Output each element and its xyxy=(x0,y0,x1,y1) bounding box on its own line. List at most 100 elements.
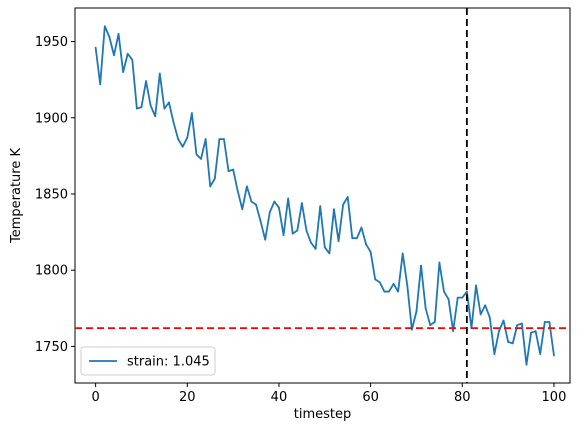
y-tick-label: 1950 xyxy=(35,35,68,50)
y-axis-ticks: 1750 1800 1850 1900 1950 xyxy=(35,35,75,355)
data-point xyxy=(103,25,106,28)
x-tick-label: 60 xyxy=(362,390,379,405)
data-point xyxy=(346,196,349,198)
data-point xyxy=(539,353,542,355)
data-point xyxy=(227,170,230,173)
data-point xyxy=(200,158,202,160)
data-point xyxy=(117,33,120,35)
data-point xyxy=(99,83,102,86)
data-point xyxy=(548,321,551,323)
axes-frame xyxy=(74,7,571,384)
data-point xyxy=(525,363,528,366)
data-point xyxy=(424,307,427,310)
data-point xyxy=(213,177,216,180)
data-point xyxy=(534,330,537,333)
data-point xyxy=(342,203,345,206)
data-point xyxy=(177,138,180,141)
data-point xyxy=(401,252,404,255)
data-point xyxy=(365,243,367,246)
data-point xyxy=(511,342,514,345)
y-tick-label: 1750 xyxy=(35,340,68,355)
x-tick-label: 20 xyxy=(179,390,196,405)
data-point xyxy=(351,237,354,240)
data-point xyxy=(172,121,175,124)
data-point xyxy=(383,290,386,293)
data-point xyxy=(158,72,161,75)
data-point xyxy=(516,324,519,326)
x-tick-label: 40 xyxy=(271,390,288,405)
y-tick-label: 1800 xyxy=(35,264,68,279)
legend-label: strain: 1.045 xyxy=(127,355,210,370)
plot-area xyxy=(75,8,570,383)
data-point xyxy=(488,316,491,319)
data-point xyxy=(209,185,212,188)
data-point xyxy=(337,240,340,243)
data-point xyxy=(479,313,482,316)
data-point xyxy=(484,304,487,307)
data-point xyxy=(355,237,358,240)
data-point xyxy=(255,203,257,206)
data-point xyxy=(452,330,455,333)
x-tick-label: 100 xyxy=(542,390,567,405)
data-point xyxy=(438,261,441,264)
data-point xyxy=(264,238,267,241)
legend: strain: 1.045 xyxy=(80,346,216,376)
data-point xyxy=(507,340,510,343)
data-point xyxy=(378,281,381,284)
data-point xyxy=(461,296,464,299)
data-point xyxy=(420,264,422,267)
data-point xyxy=(300,202,303,205)
data-point xyxy=(388,290,390,293)
x-axis-label: timestep xyxy=(294,407,352,422)
data-point xyxy=(236,190,239,192)
data-point xyxy=(204,138,207,141)
data-point xyxy=(259,220,262,223)
x-tick-label: 0 xyxy=(91,390,99,405)
data-point xyxy=(456,296,459,299)
data-point xyxy=(122,71,125,73)
data-point xyxy=(520,322,523,325)
data-point xyxy=(493,353,496,355)
data-point xyxy=(149,104,152,107)
data-point xyxy=(465,290,468,293)
data-point xyxy=(374,278,377,281)
data-point xyxy=(319,205,322,208)
data-point xyxy=(250,200,253,203)
data-point xyxy=(218,138,221,141)
data-point xyxy=(108,36,111,38)
data-point xyxy=(181,145,184,148)
data-point xyxy=(530,331,532,334)
data-point xyxy=(268,211,271,214)
data-point xyxy=(223,138,225,141)
data-point xyxy=(126,52,129,55)
reference-lines xyxy=(75,8,570,383)
data-point xyxy=(498,330,500,333)
data-point xyxy=(502,319,505,322)
data-point xyxy=(145,80,147,83)
data-point xyxy=(433,321,436,323)
data-point xyxy=(245,185,248,188)
legend-box xyxy=(80,346,216,376)
data-point xyxy=(195,153,198,156)
data-point xyxy=(287,197,290,200)
data-point xyxy=(360,226,363,229)
y-axis-label: Temperature K xyxy=(9,148,24,244)
data-point xyxy=(410,328,413,331)
data-point xyxy=(154,115,157,118)
data-point xyxy=(131,58,134,61)
data-point xyxy=(241,208,244,211)
data-point xyxy=(310,241,312,244)
data-point xyxy=(392,283,395,285)
data-point xyxy=(406,284,409,287)
data-point xyxy=(328,252,331,255)
data-point xyxy=(323,246,326,249)
x-axis-ticks: 0 20 40 60 80 100 xyxy=(91,383,566,405)
data-point xyxy=(163,107,166,110)
data-point xyxy=(140,106,143,108)
data-point xyxy=(282,234,285,237)
data-series xyxy=(94,25,555,366)
data-point xyxy=(232,168,235,171)
data-point xyxy=(135,107,138,110)
data-point xyxy=(443,290,445,293)
